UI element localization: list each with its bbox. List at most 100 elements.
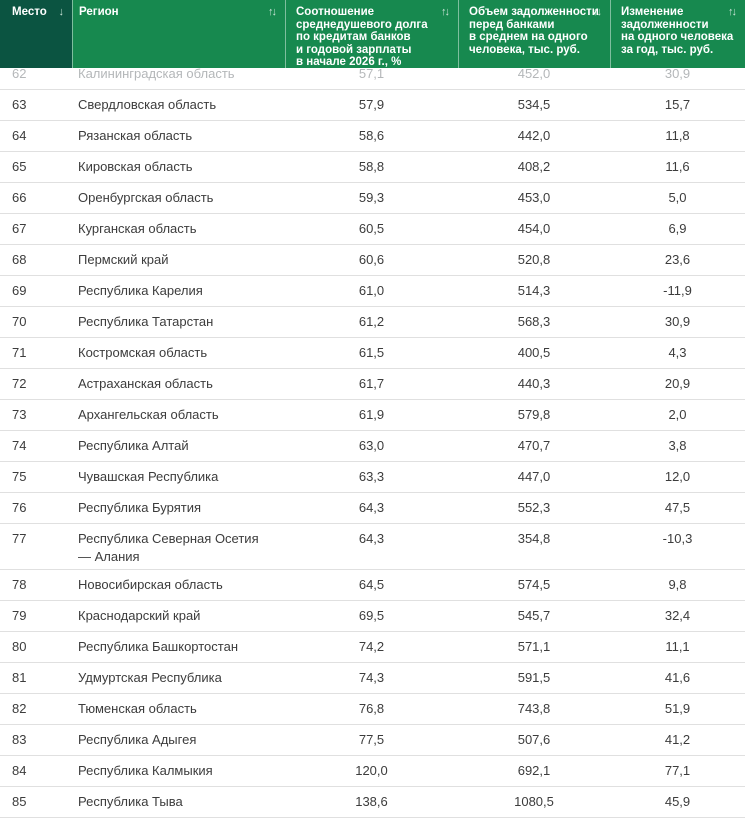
ratio-value: 138,6 xyxy=(355,794,388,809)
change-cell: 77,1 xyxy=(610,762,745,780)
change-value: 77,1 xyxy=(664,763,691,778)
ratio-value: 61,5 xyxy=(358,345,385,360)
arrows-up-down-icon[interactable]: ↑↓ xyxy=(728,6,737,18)
rank-value: 67 xyxy=(12,221,27,236)
ratio-cell: 77,5 xyxy=(285,731,458,749)
ratio-cell: 60,6 xyxy=(285,251,458,269)
ratio-value: 61,7 xyxy=(358,376,385,391)
rank-value: 74 xyxy=(12,438,27,453)
rank-value: 76 xyxy=(12,500,27,515)
debt-cell: 520,8 xyxy=(458,251,610,269)
ratio-value: 63,0 xyxy=(358,438,385,453)
column-header-region[interactable]: Регион ↑↓ xyxy=(72,0,285,68)
debt-value: 454,0 xyxy=(517,221,551,236)
change-cell: 30,9 xyxy=(610,68,745,83)
region-cell: Архангельская область xyxy=(72,406,285,424)
region-name: Республика Калмыкия xyxy=(78,763,213,778)
debt-value: 452,0 xyxy=(517,68,551,81)
change-cell: 41,6 xyxy=(610,669,745,687)
region-cell: Республика Калмыкия xyxy=(72,762,285,780)
ratio-cell: 58,8 xyxy=(285,158,458,176)
debt-cell: 591,5 xyxy=(458,669,610,687)
rank-cell: 65 xyxy=(0,158,72,176)
change-value: 47,5 xyxy=(664,500,691,515)
debt-cell: 571,1 xyxy=(458,638,610,656)
region-name: Республика Тыва xyxy=(78,794,183,809)
debt-value: 507,6 xyxy=(517,732,551,747)
region-cell: Республика Алтай xyxy=(72,437,285,455)
column-header-rank[interactable]: Место ↓ xyxy=(0,0,72,68)
change-cell: 9,8 xyxy=(610,576,745,594)
rank-value: 63 xyxy=(12,97,27,112)
ratio-value: 120,0 xyxy=(355,763,388,778)
ratio-cell: 138,6 xyxy=(285,793,458,811)
arrows-up-down-icon[interactable]: ↑↓ xyxy=(593,6,602,18)
region-name: Республика Северная Осетия — Алания xyxy=(78,531,259,564)
ratio-cell: 64,3 xyxy=(285,499,458,517)
debt-cell: 552,3 xyxy=(458,499,610,517)
change-value: 12,0 xyxy=(664,469,691,484)
rank-cell: 76 xyxy=(0,499,72,517)
debt-value: 579,8 xyxy=(517,407,551,422)
change-cell: 11,6 xyxy=(610,158,745,176)
ratio-cell: 63,3 xyxy=(285,468,458,486)
rank-value: 84 xyxy=(12,763,27,778)
arrows-up-down-icon[interactable]: ↑↓ xyxy=(441,6,450,18)
region-cell: Костромская область xyxy=(72,344,285,362)
table-row: 68 Пермский край 60,6 520,8 23,6 xyxy=(0,245,745,276)
change-value: 9,8 xyxy=(668,577,687,592)
rank-cell: 70 xyxy=(0,313,72,331)
rank-cell: 69 xyxy=(0,282,72,300)
ratio-value: 74,2 xyxy=(358,639,385,654)
rank-value: 70 xyxy=(12,314,27,329)
ratio-value: 77,5 xyxy=(358,732,385,747)
change-cell: 32,4 xyxy=(610,607,745,625)
column-label-ratio: Соотношение среднедушевого долга по кред… xyxy=(296,6,428,68)
change-cell: 4,3 xyxy=(610,344,745,362)
region-name: Чувашская Республика xyxy=(78,469,219,484)
change-cell: 5,0 xyxy=(610,189,745,207)
region-name: Оренбургская область xyxy=(78,190,214,205)
column-header-debt-change[interactable]: Изменение задолженности на одного челове… xyxy=(610,0,745,68)
region-cell: Тюменская область xyxy=(72,700,285,718)
arrow-down-icon[interactable]: ↓ xyxy=(58,6,64,18)
table-row: 79 Краснодарский край 69,5 545,7 32,4 xyxy=(0,601,745,632)
debt-value: 354,8 xyxy=(517,531,551,546)
table-row: 78 Новосибирская область 64,5 574,5 9,8 xyxy=(0,570,745,601)
change-value: -11,9 xyxy=(663,283,692,298)
change-cell: 45,9 xyxy=(610,793,745,811)
ratio-value: 58,6 xyxy=(358,128,385,143)
rank-value: 80 xyxy=(12,639,27,654)
table-row: 84 Республика Калмыкия 120,0 692,1 77,1 xyxy=(0,756,745,787)
region-name: Новосибирская область xyxy=(78,577,223,592)
rank-cell: 73 xyxy=(0,406,72,424)
change-cell: 12,0 xyxy=(610,468,745,486)
rank-value: 79 xyxy=(12,608,27,623)
region-name: Астраханская область xyxy=(78,376,213,391)
region-name: Республика Алтай xyxy=(78,438,189,453)
region-cell: Республика Бурятия xyxy=(72,499,285,517)
debt-cell: 579,8 xyxy=(458,406,610,424)
ratio-cell: 120,0 xyxy=(285,762,458,780)
ratio-value: 69,5 xyxy=(358,608,385,623)
region-cell: Республика Татарстан xyxy=(72,313,285,331)
debt-value: 408,2 xyxy=(517,159,551,174)
debt-value: 591,5 xyxy=(517,670,551,685)
region-name: Республика Башкортостан xyxy=(78,639,238,654)
debt-value: 520,8 xyxy=(517,252,551,267)
region-name: Республика Адыгея xyxy=(78,732,197,747)
table-row: 77 Республика Северная Осетия — Алания 6… xyxy=(0,524,745,570)
ratio-cell: 74,3 xyxy=(285,669,458,687)
debt-cell: 534,5 xyxy=(458,96,610,114)
column-header-debt-to-salary-ratio[interactable]: Соотношение среднедушевого долга по кред… xyxy=(285,0,458,68)
change-value: 4,3 xyxy=(668,345,687,360)
column-header-debt-per-person[interactable]: Объем задолженности перед банками в сред… xyxy=(458,0,610,68)
ratio-value: 61,0 xyxy=(358,283,385,298)
table-header: Место ↓ Регион ↑↓ Соотношение среднедуше… xyxy=(0,0,745,68)
rank-cell: 62 xyxy=(0,68,72,83)
arrows-up-down-icon[interactable]: ↑↓ xyxy=(268,6,277,18)
change-value: 30,9 xyxy=(664,68,691,81)
rank-value: 85 xyxy=(12,794,27,809)
debt-cell: 545,7 xyxy=(458,607,610,625)
region-cell: Калининградская область xyxy=(72,68,285,83)
